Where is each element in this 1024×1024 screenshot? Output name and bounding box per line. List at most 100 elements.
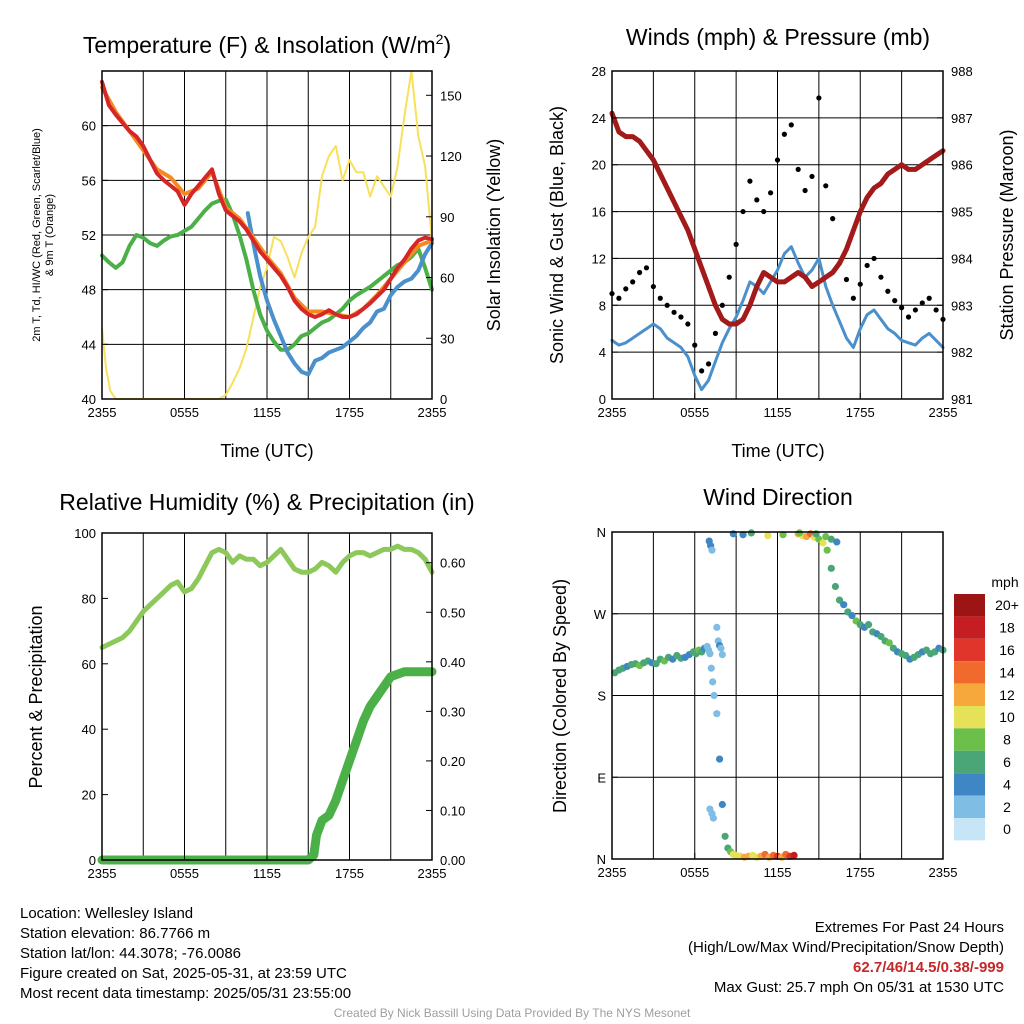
gust-point: [726, 274, 732, 280]
gust-point: [630, 279, 636, 285]
colorbar-swatch: [954, 773, 985, 796]
y-tick-label-right: 981: [951, 392, 973, 407]
direction-point: [827, 564, 835, 572]
direction-point: [835, 596, 844, 604]
winds-ticks: 2355 0555 1155 1755 235504812162024289819829…: [592, 64, 973, 420]
direction-point: [822, 532, 830, 541]
direction-point: [840, 601, 848, 609]
max-gust: Max Gust: 25.7 mph On 05/31 at 1530 UTC: [713, 979, 1004, 996]
y-tick-label-left: 80: [82, 591, 96, 606]
y-tick-label-right: 983: [951, 298, 973, 313]
station-latlon: Station lat/lon: 44.3078; -76.0086: [20, 945, 242, 962]
y-tick-label-left: 0: [89, 853, 96, 868]
y-tick-label-right: 987: [951, 111, 973, 126]
x-tick-label: 1755: [846, 865, 875, 880]
gust-point: [788, 122, 794, 128]
gust-point: [926, 295, 932, 301]
y-tick-label-left: 16: [592, 205, 606, 220]
y-tick-label-left: 48: [82, 283, 96, 298]
y-tick-label-right: 0.30: [440, 704, 465, 719]
temperature-ticks: 2355 0555 1155 1755 235540444852566003060901…: [82, 88, 462, 420]
direction-point: [709, 814, 717, 822]
direction-point: [819, 539, 827, 547]
gust-point: [740, 208, 746, 215]
winds-grid: [612, 70, 943, 400]
y-tick-label-right: 985: [951, 205, 973, 220]
temperature-panel-title: Temperature (F) & Insolation (W/m2): [83, 31, 451, 58]
direction-point: [885, 639, 893, 647]
y-tick-label-left: 60: [82, 657, 96, 672]
direction-point: [706, 650, 714, 658]
station-info: Location: Wellesley Island Station eleva…: [20, 904, 351, 1004]
y-tick-label-left: 0: [599, 392, 606, 407]
y-tick-label-right: 0.00: [440, 853, 465, 868]
winds-xlabel: Time (UTC): [731, 441, 824, 461]
y-tick-label-left: S: [597, 689, 606, 704]
temperature-panel: Temperature (F) & Insolation (W/m2) 2355…: [31, 31, 504, 461]
colorbar-title: mph: [991, 574, 1018, 590]
direction-point: [779, 531, 787, 539]
gust-point: [733, 241, 739, 247]
y-tick-label-right: 30: [440, 331, 454, 346]
extremes-info: Extremes For Past 24 Hours (High/Low/Max…: [688, 918, 1004, 998]
colorbar-label: 4: [1003, 776, 1011, 792]
series-maroon: [609, 110, 946, 327]
y-tick-label-left: 56: [82, 173, 96, 188]
direction-panel: Wind Direction 2355 0555 1155 1755 2355NESWN…: [550, 484, 1019, 880]
y-tick-label-right: 0.20: [440, 754, 465, 769]
x-tick-label: 0555: [680, 405, 709, 420]
x-tick-label: 0555: [170, 405, 199, 420]
direction-point: [718, 800, 726, 809]
direction-point: [795, 529, 804, 537]
gust-point: [850, 295, 856, 301]
gust-point: [699, 368, 705, 374]
x-tick-label: 0555: [680, 865, 709, 880]
direction-point: [709, 678, 717, 686]
gust-point: [747, 178, 753, 184]
gust-point: [809, 173, 815, 180]
series-green: [100, 197, 434, 352]
direction-point: [652, 660, 660, 668]
x-tick-label: 2355: [88, 405, 117, 420]
x-tick-label: 2355: [418, 866, 447, 881]
humidity-panel-title: Relative Humidity (%) & Precipitation (i…: [59, 489, 474, 515]
x-tick-label: 1755: [846, 405, 875, 420]
colorbar-label: 20+: [995, 597, 1019, 613]
gust-point: [623, 286, 629, 292]
speed-colorbar: mph 20+ 18 16 14 12 10 8 6 4 2 0: [954, 574, 1019, 841]
gust-point: [768, 190, 774, 196]
gust-point: [678, 314, 684, 320]
x-tick-label: 0555: [170, 866, 199, 881]
direction-point: [718, 651, 726, 659]
direction-ylabel-left: Direction (Colored By Speed): [550, 579, 570, 813]
x-tick-label: 1155: [764, 865, 792, 880]
gust-point: [636, 269, 643, 276]
direction-point: [747, 529, 755, 537]
direction-series: [611, 529, 947, 861]
colorbar-label: 2: [1003, 799, 1011, 815]
gust-point: [671, 309, 677, 315]
y-tick-label-left: 8: [599, 298, 606, 313]
y-tick-label-left: E: [597, 770, 606, 785]
colorbar-label: 0: [1003, 821, 1011, 837]
gust-point: [616, 295, 622, 301]
colorbar-swatch: [954, 594, 985, 617]
figure-created: Figure created on Sat, 2025-05-31, at 23…: [20, 965, 347, 982]
gust-point: [871, 255, 877, 262]
y-tick-label-right: 120: [440, 149, 462, 164]
winds-ylabel-left: Sonic Wind & Gust (Blue, Black): [547, 106, 567, 364]
direction-point: [707, 664, 715, 672]
x-tick-label: 2355: [598, 405, 627, 420]
direction-grid: [612, 531, 943, 860]
humidity-panel: Relative Humidity (%) & Precipitation (i…: [26, 489, 475, 881]
x-tick-label: 2355: [598, 865, 627, 880]
gust-point: [685, 321, 691, 327]
gust-point: [912, 307, 919, 313]
y-tick-label-left: 40: [82, 392, 96, 407]
winds-panel-title: Winds (mph) & Pressure (mb): [626, 24, 930, 50]
gust-point: [650, 283, 656, 290]
direction-point: [713, 710, 721, 718]
x-tick-label: 1755: [335, 405, 364, 420]
station-elevation: Station elevation: 86.7766 m: [20, 925, 211, 942]
